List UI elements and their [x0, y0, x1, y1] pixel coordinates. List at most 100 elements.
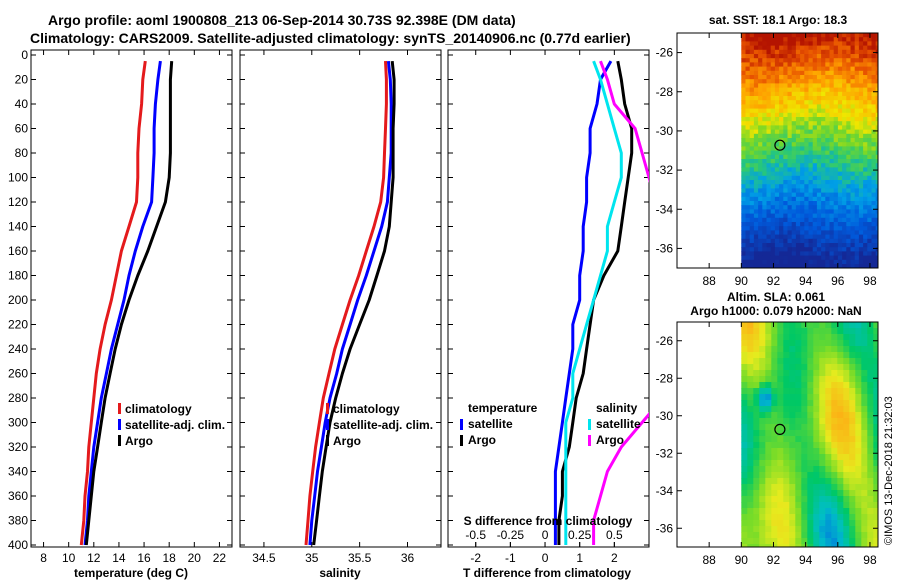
- map-cell: [791, 238, 797, 244]
- map-cell: [791, 45, 797, 51]
- map-cell: [777, 340, 784, 347]
- map-cell: [779, 146, 784, 151]
- map-cell: [749, 163, 755, 168]
- map-cell: [867, 406, 874, 413]
- map-cell: [867, 340, 874, 347]
- legend-swatch-climatology: [118, 403, 121, 414]
- map-cell: [800, 87, 805, 93]
- map-cell: [863, 163, 868, 168]
- map-cell: [825, 83, 830, 88]
- map-cell: [843, 388, 850, 395]
- map-cell: [850, 167, 856, 172]
- map-cell: [831, 442, 838, 449]
- map-cell: [858, 150, 864, 156]
- map-cell: [816, 217, 822, 223]
- map-cell: [807, 424, 814, 431]
- map-cell: [753, 192, 759, 198]
- map-cell: [871, 205, 877, 210]
- depth-tick-label: 200: [8, 293, 28, 307]
- map-cell: [762, 45, 767, 51]
- map-cell: [753, 454, 760, 461]
- map-cell: [783, 117, 788, 122]
- map-cell: [766, 108, 772, 114]
- map-cell: [759, 418, 766, 425]
- map-cell: [783, 180, 788, 185]
- map-cell: [771, 364, 778, 371]
- map-cell: [837, 192, 843, 198]
- map-cell: [813, 394, 820, 401]
- map-cell: [833, 264, 839, 269]
- map-cell: [829, 188, 835, 193]
- map-cell: [801, 406, 808, 413]
- map-cell: [842, 142, 847, 147]
- map-cell: [867, 171, 872, 177]
- map-cell: [867, 259, 872, 265]
- temperature-panel: 0204060801001201401601802002202402602803…: [8, 48, 233, 580]
- map-cell: [800, 150, 805, 156]
- map-cell: [745, 243, 751, 248]
- map-cell: [825, 138, 830, 143]
- map-cell: [829, 255, 835, 261]
- salinity-legend: climatology satellite-adj. clim. Argo: [326, 402, 433, 448]
- map-cell: [765, 358, 772, 365]
- map-cell: [858, 41, 864, 46]
- map-cell: [842, 226, 847, 231]
- map-cell: [795, 364, 802, 371]
- map-cell: [753, 150, 759, 156]
- map-cell: [741, 133, 746, 139]
- map-cell: [816, 33, 822, 38]
- map-cell: [766, 230, 772, 235]
- map-cell: [842, 70, 847, 76]
- map-cell: [825, 544, 832, 548]
- map-cell: [807, 490, 814, 497]
- map-cell: [871, 142, 877, 147]
- map-cell: [791, 243, 797, 248]
- map-cell: [779, 112, 784, 118]
- map-cell: [762, 125, 767, 130]
- map-cell: [771, 322, 778, 329]
- map-cell: [804, 230, 809, 235]
- map-cell: [779, 79, 784, 84]
- map-cell: [804, 96, 809, 101]
- map-cell: [783, 544, 790, 548]
- map-cell: [765, 406, 772, 413]
- map-cell: [787, 192, 793, 198]
- map-cell: [837, 394, 844, 401]
- map-cell: [789, 406, 796, 413]
- map-cell: [846, 255, 851, 261]
- map-cell: [791, 58, 797, 63]
- map-cell: [765, 454, 772, 461]
- map-cell: [846, 75, 851, 80]
- map-cell: [816, 167, 822, 172]
- map-cell: [808, 83, 814, 88]
- map-cell: [749, 83, 755, 88]
- map-cell: [837, 418, 844, 425]
- map-cell: [867, 502, 874, 509]
- map-cell: [843, 472, 850, 479]
- map-cell: [819, 484, 826, 491]
- map-cell: [789, 472, 796, 479]
- map-cell: [749, 117, 755, 122]
- map-cell: [825, 87, 830, 93]
- depth-tick-label: 300: [8, 416, 28, 430]
- map-cell: [758, 163, 763, 168]
- map-cell: [812, 196, 818, 202]
- map-cell: [861, 358, 868, 365]
- map-cell: [842, 75, 847, 80]
- map-cell: [758, 125, 763, 130]
- map-cell: [867, 104, 872, 109]
- map-cell: [861, 538, 868, 545]
- map-cell: [833, 196, 839, 202]
- map-cell: [795, 66, 801, 72]
- map-cell: [779, 188, 784, 193]
- map-cell: [791, 96, 797, 101]
- map-cell: [753, 213, 759, 219]
- map-cell: [766, 79, 772, 84]
- map-cell: [875, 45, 879, 51]
- map-cell: [804, 133, 809, 139]
- map-cell: [875, 129, 879, 135]
- map-cell: [749, 247, 755, 252]
- map-cell: [808, 70, 814, 76]
- map-cell: [833, 150, 839, 156]
- map-cell: [804, 108, 809, 114]
